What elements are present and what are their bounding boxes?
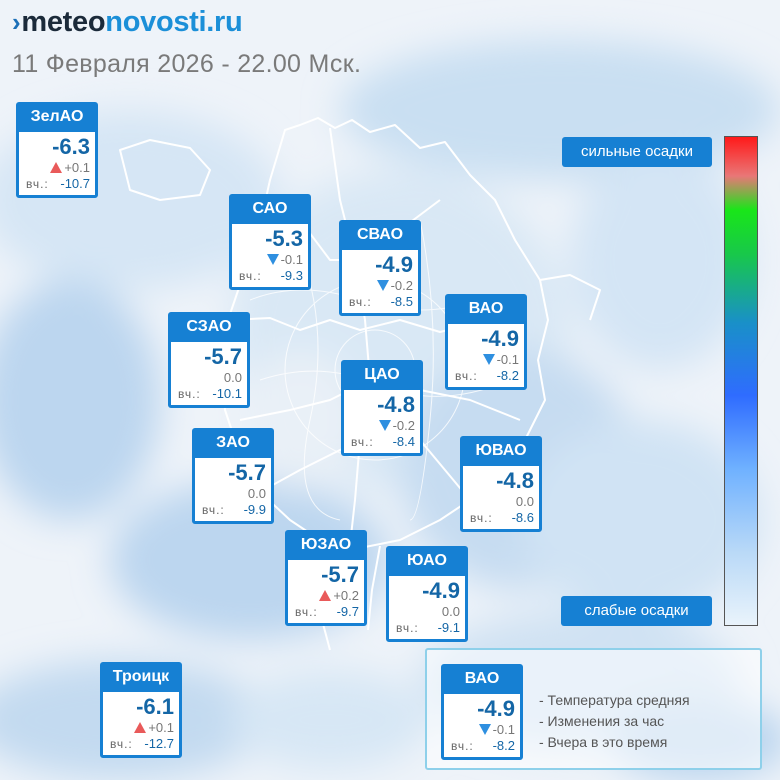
yesterday-label: вч.: [110,737,133,751]
hourly-change: 0.0 [247,486,266,501]
district-card-szao: СЗАО -5.7 0.0 вч.: -10.1 [168,312,250,408]
logo-prefix: meteo [21,6,106,38]
legend-line-yesterday: - Вчера в это время [539,734,668,750]
district-card-vao: ВАО -4.9 -0.1 вч.: -8.2 [445,294,527,390]
hourly-change: +0.2 [319,589,359,603]
hourly-change: -0.2 [378,419,415,433]
legend-line-temperature: - Температура средняя [539,692,690,708]
yesterday-label: вч.: [178,387,201,401]
temperature-value: -6.1 [136,694,174,719]
district-name: САО [229,194,311,224]
yesterday-value: -10.7 [60,176,90,191]
temperature-value: -4.8 [377,392,415,417]
hourly-change: -0.1 [482,353,519,367]
hourly-change: +0.1 [50,161,90,175]
hourly-change: -0.1 [266,253,303,267]
district-card-yuao: ЮАО -4.9 0.0 вч.: -9.1 [386,546,468,642]
site-logo[interactable]: ›meteonovosti.ru [12,6,243,39]
district-name: ЮАО [386,546,468,576]
district-card-svao: СВАО -4.9 -0.2 вч.: -8.5 [339,220,421,316]
trend-up-icon [134,722,147,733]
district-name: ЗелАО [16,102,98,132]
temperature-value: -4.8 [496,468,534,493]
yesterday-label: вч.: [26,177,49,191]
district-name: Троицк [100,662,182,692]
scale-label-light: слабые осадки [561,596,712,626]
temperature-value: -5.7 [228,460,266,485]
district-name: ВАО [445,294,527,324]
yesterday-value: -12.7 [144,736,174,751]
district-card-troitsk: Троицк -6.1 +0.1 вч.: -12.7 [100,662,182,758]
legend-sample-card: ВАО -4.9 -0.1 вч.: -8.2 [441,664,523,760]
district-card-zelao: ЗелАО -6.3 +0.1 вч.: -10.7 [16,102,98,198]
district-card-yuvao: ЮВАО -4.8 0.0 вч.: -8.6 [460,436,542,532]
yesterday-value: -8.5 [390,294,413,309]
logo-chevron-icon: › [12,7,21,37]
temperature-value: -6.3 [52,134,90,159]
yesterday-value: -9.7 [336,604,359,619]
trend-down-icon [478,724,491,735]
trend-down-icon [482,354,495,365]
temperature-value: -4.9 [375,252,413,277]
district-name: ЮВАО [460,436,542,466]
district-card-zao: ЗАО -5.7 0.0 вч.: -9.9 [192,428,274,524]
temperature-value: -5.7 [204,344,242,369]
yesterday-label: вч.: [295,605,318,619]
hourly-change: -0.1 [478,723,515,737]
district-card-yuzao: ЮЗАО -5.7 +0.2 вч.: -9.7 [285,530,367,626]
yesterday-value: -8.2 [496,368,519,383]
yesterday-value: -9.1 [437,620,460,635]
yesterday-value: -8.6 [511,510,534,525]
hourly-change: 0.0 [441,604,460,619]
district-name: СЗАО [168,312,250,342]
temperature-value: -4.9 [477,696,515,721]
trend-up-icon [319,590,332,601]
yesterday-value: -8.2 [492,738,515,753]
temperature-value: -4.9 [422,578,460,603]
yesterday-value: -9.3 [280,268,303,283]
yesterday-value: -9.9 [243,502,266,517]
district-name: ВАО [441,664,523,694]
yesterday-label: вч.: [349,295,372,309]
hourly-change: +0.1 [134,721,174,735]
forecast-datetime: 11 Февраля 2026 - 22.00 Мск. [12,50,362,78]
trend-down-icon [266,254,279,265]
temperature-value: -4.9 [481,326,519,351]
temperature-value: -5.7 [321,562,359,587]
legend-box: ВАО -4.9 -0.1 вч.: -8.2 - Температура ср… [425,648,762,770]
yesterday-label: вч.: [470,511,493,525]
trend-down-icon [378,420,391,431]
yesterday-label: вч.: [455,369,478,383]
district-card-sao: САО -5.3 -0.1 вч.: -9.3 [229,194,311,290]
trend-down-icon [376,280,389,291]
legend-line-change: - Изменения за час [539,713,665,729]
district-name: ЦАО [341,360,423,390]
district-card-cao: ЦАО -4.8 -0.2 вч.: -8.4 [341,360,423,456]
temperature-value: -5.3 [265,226,303,251]
logo-suffix: novosti.ru [105,6,243,38]
yesterday-value: -8.4 [392,434,415,449]
hourly-change: -0.2 [376,279,413,293]
yesterday-label: вч.: [202,503,225,517]
yesterday-value: -10.1 [212,386,242,401]
yesterday-label: вч.: [351,435,374,449]
precipitation-colorbar [724,136,758,626]
district-name: СВАО [339,220,421,250]
trend-up-icon [50,162,63,173]
district-name: ЮЗАО [285,530,367,560]
scale-label-heavy: сильные осадки [562,137,712,167]
hourly-change: 0.0 [515,494,534,509]
yesterday-label: вч.: [451,739,474,753]
hourly-change: 0.0 [223,370,242,385]
yesterday-label: вч.: [396,621,419,635]
district-name: ЗАО [192,428,274,458]
yesterday-label: вч.: [239,269,262,283]
